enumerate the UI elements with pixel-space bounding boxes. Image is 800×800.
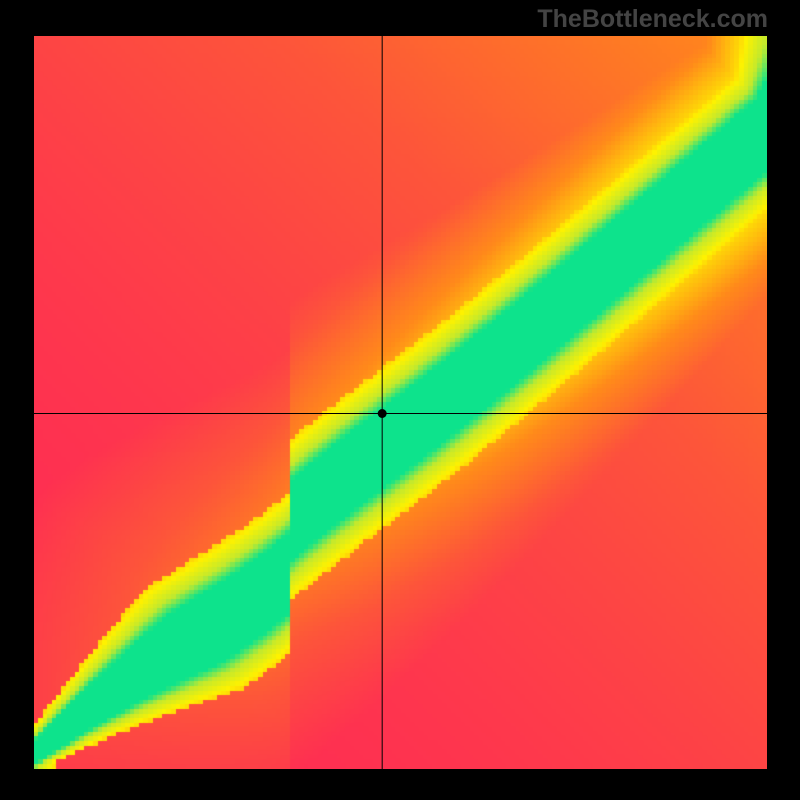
watermark-text: TheBottleneck.com (537, 5, 768, 34)
chart-container: TheBottleneck.com (0, 0, 800, 800)
bottleneck-heatmap (34, 36, 767, 769)
